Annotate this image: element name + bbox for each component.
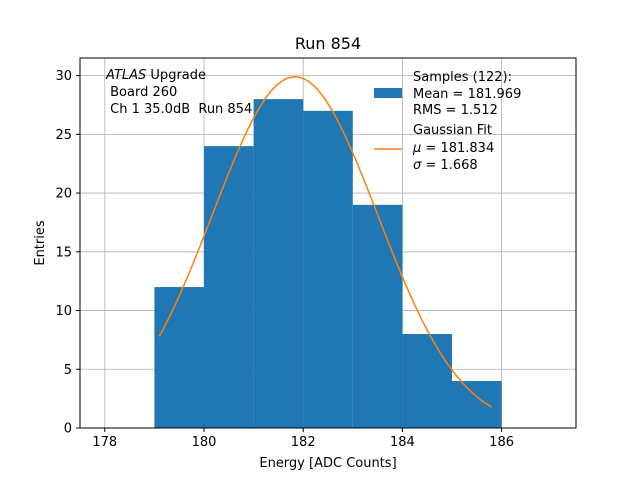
annotation-channel: Ch 1 35.0dB Run 854 [110, 102, 252, 117]
annotation-atlas-line: ATLAS Upgrade [105, 68, 206, 83]
y-tick-label: 25 [55, 128, 72, 143]
legend-samples-title: Samples (122): [413, 70, 512, 85]
x-tick-label: 182 [291, 435, 316, 450]
x-tick-label: 186 [489, 435, 514, 450]
annotation-block: ATLAS Upgrade Board 260 Ch 1 35.0dB Run … [105, 68, 252, 117]
gaussian-fit-line [158, 76, 493, 408]
x-tick-label: 180 [192, 435, 217, 450]
histogram-bar [253, 99, 304, 428]
histogram-bar [352, 204, 403, 428]
y-tick-label: 10 [55, 304, 72, 319]
annotation-upgrade-text: Upgrade [150, 68, 206, 83]
legend-mu-symbol: μ [412, 141, 421, 156]
y-tick-label: 15 [55, 245, 72, 260]
histogram-bar [452, 381, 502, 428]
histogram-bar [402, 334, 452, 428]
legend-sigma-symbol: σ [413, 158, 422, 173]
histogram-bars [154, 99, 502, 428]
chart-title: Run 854 [295, 34, 361, 53]
y-tick-label: 30 [55, 69, 72, 84]
x-tick-label: 184 [390, 435, 415, 450]
legend-fit-sigma: 1.668 [440, 158, 477, 173]
legend-samples-rms: RMS = 1.512 [413, 103, 498, 118]
annotation-channel-line: Ch 1 35.0dB Run 854 [106, 102, 252, 117]
annotation-board-line: Board 260 [106, 85, 177, 100]
legend-fit-mu: 181.834 [440, 141, 494, 156]
y-tick-label: 20 [55, 187, 72, 202]
y-tick-label: 5 [64, 363, 72, 378]
legend-fit-title: Gaussian Fit [413, 123, 492, 138]
legend-samples-mean: Mean = 181.969 [413, 87, 521, 102]
legend: Samples (122): Mean = 181.969 RMS = 1.51… [374, 70, 521, 173]
axes-frame [79, 57, 577, 429]
histogram-bar [204, 146, 254, 428]
x-axis-label: Energy [ADC Counts] [259, 456, 396, 471]
y-axis-label: Entries [33, 220, 48, 266]
x-tick-label: 178 [92, 435, 117, 450]
histogram-bar [303, 110, 353, 428]
legend-histogram-swatch [374, 88, 402, 98]
legend-fit-mu-line: μ = 181.834 [412, 141, 494, 156]
histogram-bar [154, 287, 204, 428]
axis-ticks: 178 180 182 184 186 0 5 10 15 20 25 30 [55, 69, 514, 450]
annotation-atlas: ATLAS [105, 68, 146, 83]
legend-fit-sigma-line: σ = 1.668 [413, 158, 478, 173]
y-tick-label: 0 [64, 422, 72, 437]
annotation-board: Board 260 [110, 85, 177, 100]
